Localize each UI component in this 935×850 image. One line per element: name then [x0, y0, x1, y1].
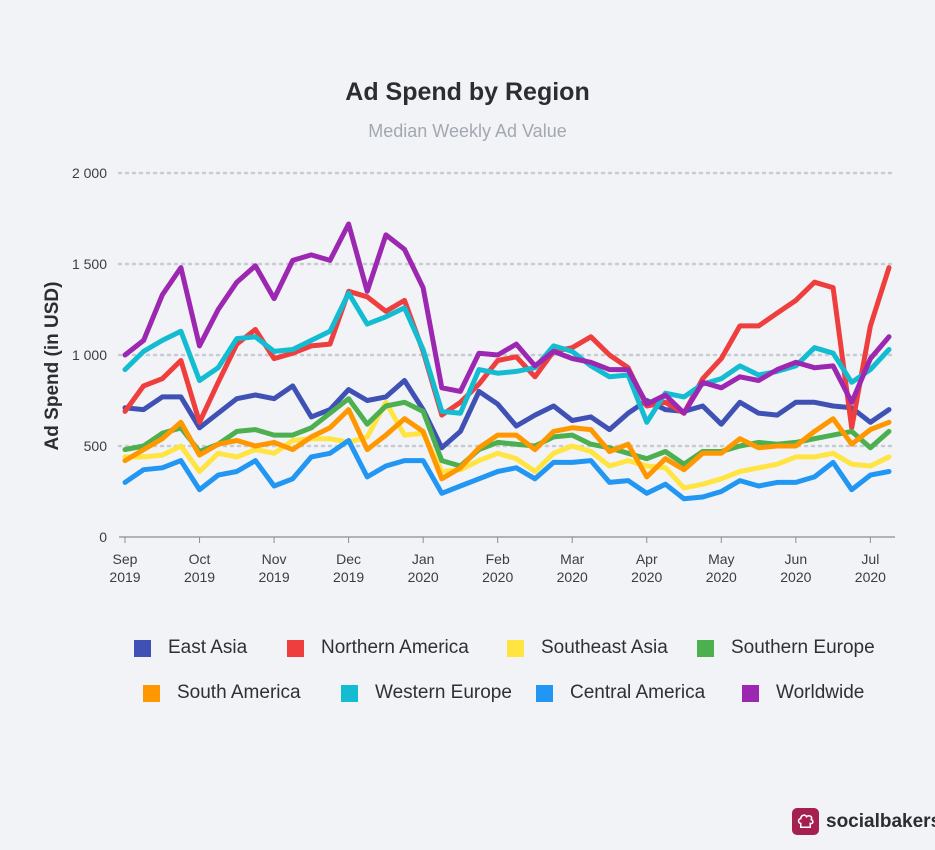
legend-item-western-europe: Western Europe	[341, 682, 512, 704]
legend-swatch	[134, 639, 151, 657]
series-lines	[122, 221, 892, 502]
legend-item-southern-europe: Southern Europe	[697, 637, 875, 659]
series-line-northern-america	[122, 265, 892, 431]
series-line-east-asia	[122, 378, 892, 451]
x-tick-label-year: 2020	[631, 569, 662, 585]
legend-item-central-america: Central America	[536, 682, 705, 704]
x-tick-label-month: Dec	[336, 551, 361, 567]
legend-swatch	[536, 684, 553, 702]
legend-item-worldwide: Worldwide	[742, 682, 864, 704]
legend-label: Southeast Asia	[541, 637, 668, 658]
legend-swatch	[143, 684, 160, 702]
series-line-southeast-asia	[122, 399, 892, 491]
x-tick-label-year: 2020	[855, 569, 886, 585]
y-tick-label: 0	[99, 529, 107, 545]
x-tick-label-month: Jun	[785, 551, 808, 567]
x-tick-label-year: 2019	[333, 569, 364, 585]
x-tick-label-month: Jul	[861, 551, 879, 567]
x-tick-label-month: Nov	[262, 551, 287, 567]
x-tick-label-month: Mar	[560, 551, 584, 567]
legend-item-south-america: South America	[143, 682, 301, 704]
x-tick-label-month: Jan	[412, 551, 435, 567]
y-axis-ticks: 0 500 1 000 1 500 2 000	[72, 165, 107, 545]
legend-label: South America	[177, 682, 301, 703]
series-line-central-america	[122, 438, 892, 502]
legend-item-northern-america: Northern America	[287, 637, 469, 659]
x-tick-label-year: 2020	[557, 569, 588, 585]
legend-item-east-asia: East Asia	[134, 637, 247, 659]
series-line-worldwide	[122, 221, 892, 416]
brand-logo: socialbakers	[792, 808, 935, 835]
series-line-southern-europe	[122, 396, 892, 469]
x-tick-label-month: Oct	[189, 551, 211, 567]
x-axis-ticks: Sep 2019 Oct 2019 Nov 2019 Dec 2019 Jan 2020 Feb 20…	[109, 537, 886, 585]
legend-label: Worldwide	[776, 682, 865, 703]
x-tick-label-year: 2019	[258, 569, 289, 585]
legend-label: Central America	[570, 682, 706, 703]
x-tick-label-year: 2020	[706, 569, 737, 585]
legend-swatch	[507, 639, 524, 657]
legend-swatch	[742, 684, 759, 702]
brand-name: socialbakers	[826, 810, 935, 832]
legend-swatch	[341, 684, 358, 702]
chart-title: Ad Spend by Region	[345, 78, 590, 106]
y-tick-label: 1 000	[72, 347, 107, 363]
x-tick-label-month: Feb	[486, 551, 510, 567]
legend-label: Southern Europe	[731, 637, 875, 658]
legend-label: East Asia	[168, 637, 248, 658]
legend-label: Northern America	[321, 637, 469, 658]
legend-swatch	[697, 639, 714, 657]
y-tick-label: 500	[84, 438, 108, 454]
x-tick-label-year: 2019	[184, 569, 215, 585]
chef-hat-icon	[792, 808, 819, 835]
y-tick-label: 1 500	[72, 256, 107, 272]
x-tick-label-month: Sep	[113, 551, 138, 567]
series-line-western-europe	[122, 290, 892, 425]
legend-item-southeast-asia: Southeast Asia	[507, 637, 668, 659]
x-tick-label-year: 2020	[482, 569, 513, 585]
x-tick-label-year: 2020	[408, 569, 439, 585]
y-tick-label: 2 000	[72, 165, 107, 181]
x-tick-label-year: 2019	[109, 569, 140, 585]
x-tick-label-month: May	[708, 551, 734, 567]
legend-label: Western Europe	[375, 682, 512, 703]
legend-swatch	[287, 639, 304, 657]
series-line-south-america	[122, 407, 892, 482]
chart-subtitle: Median Weekly Ad Value	[368, 121, 567, 141]
x-tick-label-year: 2020	[780, 569, 811, 585]
x-tick-label-month: Apr	[636, 551, 658, 567]
y-axis-label: Ad Spend (in USD)	[42, 282, 63, 451]
